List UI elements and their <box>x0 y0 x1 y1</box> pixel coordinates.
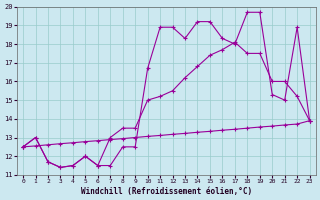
X-axis label: Windchill (Refroidissement éolien,°C): Windchill (Refroidissement éolien,°C) <box>81 187 252 196</box>
